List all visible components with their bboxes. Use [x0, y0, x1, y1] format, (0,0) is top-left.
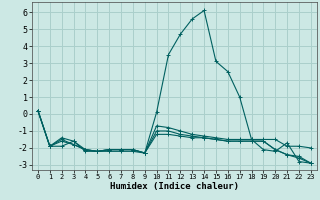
X-axis label: Humidex (Indice chaleur): Humidex (Indice chaleur)	[110, 182, 239, 191]
